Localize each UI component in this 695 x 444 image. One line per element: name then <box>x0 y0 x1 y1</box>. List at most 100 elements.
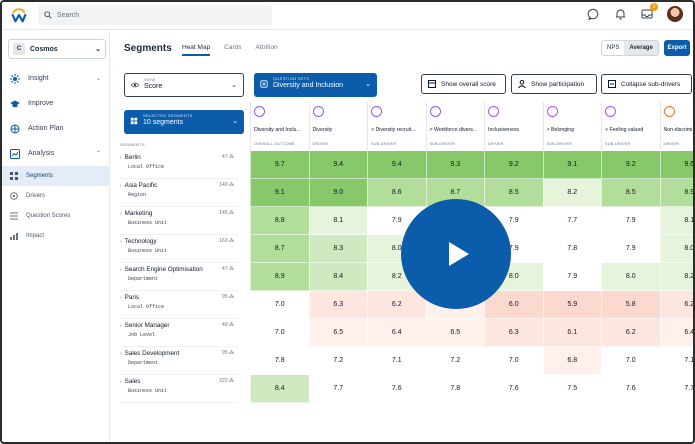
sidebar-item-analysis[interactable]: Analysis ⌃ <box>2 141 109 166</box>
heatmap-cell[interactable]: 6.4 <box>659 319 693 347</box>
bell-icon[interactable] <box>613 7 627 21</box>
heatmap-cell[interactable]: 9.2 <box>601 151 660 179</box>
column-header[interactable]: > Diversity recruit... SUB-DRIVER <box>367 102 426 152</box>
selected-segments-select[interactable]: SELECTED SEGMENTS 10 segments ⌄ <box>124 110 244 134</box>
heatmap-cell[interactable]: 7.9 <box>542 263 601 291</box>
heatmap-cell[interactable]: 9.7 <box>250 151 309 179</box>
heatmap-cell[interactable]: 8.8 <box>250 207 309 235</box>
heatmap-cell[interactable]: 7.9 <box>601 207 660 235</box>
heatmap-cell[interactable]: 7.0 <box>250 291 309 319</box>
column-header[interactable]: Inclusiveness DRIVER <box>484 102 543 152</box>
heatmap-cell[interactable]: 9.1 <box>542 151 601 179</box>
heatmap-cell[interactable]: 9.0 <box>308 179 367 207</box>
heatmap-cell[interactable]: 6.3 <box>484 319 543 347</box>
heatmap-cell[interactable]: 9.2 <box>484 151 543 179</box>
column-header[interactable]: Diversity DRIVER <box>308 102 368 152</box>
heatmap-cell[interactable]: 6.8 <box>542 347 601 375</box>
heatmap-cell[interactable]: 7.7 <box>542 207 601 235</box>
heatmap-cell[interactable]: 7.0 <box>250 319 309 347</box>
column-header[interactable]: > Belonging SUB-DRIVER <box>542 102 602 152</box>
heatmap-cell[interactable]: 8.9 <box>659 179 693 207</box>
column-header[interactable]: Diversity and Inclu... OVERALL OUTCOME <box>250 102 309 152</box>
heatmap-cell[interactable]: 6.3 <box>308 291 367 319</box>
heatmap-cell[interactable]: 5.9 <box>542 291 601 319</box>
tab-heat-map[interactable]: Heat Map <box>182 44 211 56</box>
heatmap-cell[interactable]: 7.6 <box>601 375 660 403</box>
tab-cards[interactable]: Cards <box>224 44 242 51</box>
heatmap-cell[interactable]: 8.4 <box>308 263 367 291</box>
heatmap-cell[interactable]: 8.7 <box>250 235 309 263</box>
heatmap-cell[interactable]: 9.1 <box>250 179 309 207</box>
heatmap-cell[interactable]: 7.1 <box>367 347 426 375</box>
heatmap-cell[interactable]: 7.6 <box>484 375 543 403</box>
heatmap-cell[interactable]: 6.5 <box>308 319 367 347</box>
tab-attrition[interactable]: Attrition <box>255 44 278 51</box>
sidebar-item-action-plan[interactable]: Action Plan <box>2 116 109 141</box>
view-select[interactable]: VIEW Score ⌄ <box>124 73 244 97</box>
sidebar-item-drivers[interactable]: Drivers <box>2 186 109 206</box>
column-header[interactable]: > Feeling valued SUB-DRIVER <box>601 102 660 152</box>
heatmap-cell[interactable]: 6.2 <box>601 319 660 347</box>
search-input[interactable]: Search <box>38 5 272 25</box>
segment-row-label[interactable]: › Search Engine Optimisation Department 47 … <box>120 263 238 291</box>
heatmap-cell[interactable]: 6.1 <box>542 319 601 347</box>
heatmap-cell[interactable]: 6.4 <box>367 319 426 347</box>
heatmap-cell[interactable]: 9.4 <box>308 151 367 179</box>
heatmap-cell[interactable]: 7.6 <box>367 375 426 403</box>
heatmap-cell[interactable]: 7.2 <box>425 347 484 375</box>
heatmap-cell[interactable]: 7.2 <box>308 347 367 375</box>
sidebar-item-insight[interactable]: Insight ⌄ <box>2 66 109 91</box>
segment-row-label[interactable]: › Paris Local Office 95 ⁂ <box>120 291 238 319</box>
segment-row-label[interactable]: › Sales Development Department 95 ⁂ <box>120 347 238 375</box>
heatmap-cell[interactable]: 7.8 <box>425 375 484 403</box>
heatmap-cell[interactable]: 9.6 <box>659 151 693 179</box>
column-header[interactable]: > Workforce divers... SUB-DRIVER <box>425 102 485 152</box>
heatmap-cell[interactable]: 8.1 <box>659 207 693 235</box>
export-button[interactable]: Export <box>664 40 690 56</box>
heatmap-cell[interactable]: 5.8 <box>601 291 660 319</box>
heatmap-cell[interactable]: 8.0 <box>659 235 693 263</box>
heatmap-cell[interactable]: 7.9 <box>601 235 660 263</box>
heatmap-cell[interactable]: 8.4 <box>250 375 309 403</box>
sidebar-item-question-scores[interactable]: Question Scores <box>2 206 109 226</box>
heatmap-cell[interactable]: 8.2 <box>542 179 601 207</box>
sidebar-item-segments[interactable]: Segments <box>2 166 109 186</box>
heatmap-cell[interactable]: 6.0 <box>484 291 543 319</box>
column-header[interactable]: Non-discrimi... DRIVER <box>659 102 693 152</box>
heatmap-cell[interactable]: 7.7 <box>308 375 367 403</box>
workday-logo-icon[interactable] <box>10 6 28 24</box>
heatmap-cell[interactable]: 9.3 <box>425 151 484 179</box>
heatmap-cell[interactable]: 8.6 <box>367 179 426 207</box>
heatmap-cell[interactable]: 8.5 <box>484 179 543 207</box>
collapse-sub-drivers-button[interactable]: Collapse sub-drivers <box>601 74 692 94</box>
heatmap-cell[interactable]: 7.8 <box>542 235 601 263</box>
heatmap-cell[interactable]: 8.2 <box>659 263 693 291</box>
heatmap-cell[interactable]: 8.5 <box>601 179 660 207</box>
heatmap-cell[interactable]: 8.9 <box>250 263 309 291</box>
play-video-button[interactable] <box>401 199 511 309</box>
inbox-icon[interactable]: 1 <box>640 3 658 21</box>
heatmap-cell[interactable]: 6.5 <box>425 319 484 347</box>
sidebar-item-improve[interactable]: Improve <box>2 91 109 116</box>
heatmap-cell[interactable]: 8.0 <box>601 263 660 291</box>
heatmap-cell[interactable]: 7.7 <box>659 375 693 403</box>
show-overall-score-button[interactable]: Show overall score <box>421 74 506 94</box>
segment-row-label[interactable]: › Marketing Business Unit 145 ⁂ <box>120 207 238 235</box>
heatmap-cell[interactable]: 7.1 <box>659 347 693 375</box>
sidebar-item-impact[interactable]: Impact <box>2 226 109 246</box>
nps-option[interactable]: NPS <box>607 45 620 51</box>
heatmap-cell[interactable]: 7.0 <box>484 347 543 375</box>
org-selector[interactable]: C Cosmos ⌄ <box>8 39 106 59</box>
segment-row-label[interactable]: › Senior Manager Job Level 49 ⁂ <box>120 319 238 347</box>
heatmap-cell[interactable]: 8.3 <box>308 235 367 263</box>
segment-row-label[interactable]: › Asia Pacific Region 149 ⁂ <box>120 179 238 207</box>
show-participation-button[interactable]: Show participation <box>511 74 597 94</box>
heatmap-cell[interactable]: 7.0 <box>601 347 660 375</box>
heatmap-cell[interactable]: 6.2 <box>659 291 693 319</box>
segment-row-label[interactable]: › Technology Business Unit 163 ⁂ <box>120 235 238 263</box>
heatmap-cell[interactable]: 8.1 <box>308 207 367 235</box>
segment-row-label[interactable]: › Berlin Local Office 47 ⁂ <box>120 151 238 179</box>
user-avatar[interactable] <box>667 6 683 22</box>
heatmap-cell[interactable]: 7.8 <box>250 347 309 375</box>
heatmap-cell[interactable]: 9.4 <box>367 151 426 179</box>
